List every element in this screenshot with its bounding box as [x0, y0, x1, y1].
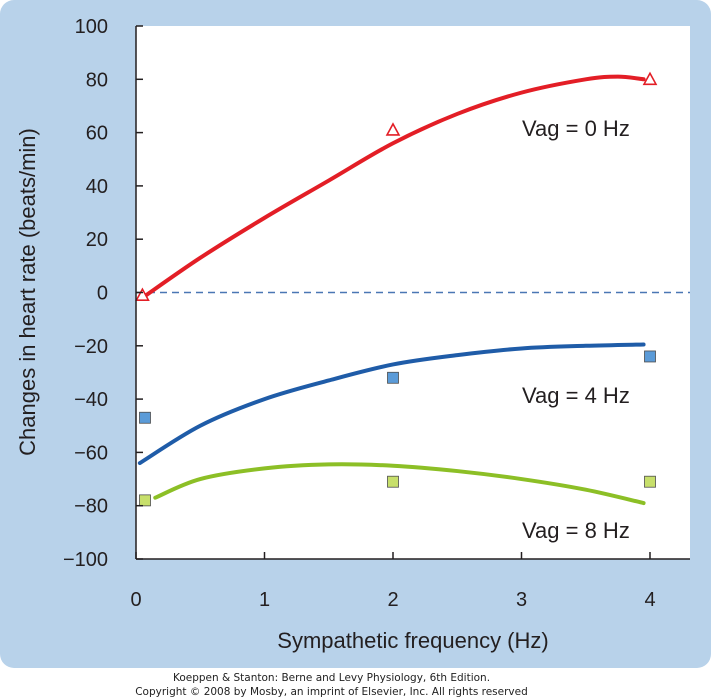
- x-tick-label: 2: [387, 589, 398, 611]
- data-point-vag-4-hz: [139, 411, 151, 424]
- x-tick-label: 1: [259, 589, 270, 611]
- series-label-vag-0: Vag = 0 Hz: [522, 116, 630, 141]
- x-axis-title: Sympathetic frequency (Hz): [277, 628, 548, 653]
- y-tick-label: −60: [74, 442, 108, 464]
- y-tick-label: −80: [74, 496, 108, 518]
- y-tick-label: 0: [97, 283, 108, 305]
- y-tick-label: 80: [86, 69, 108, 91]
- data-point-vag-8-hz: [644, 475, 656, 488]
- data-point-vag-8-hz: [139, 494, 151, 507]
- chart: 100 80 60 40 20 0 −20 −40 −60 −80 −100 0 1 2 3 4 Vag =…: [15, 16, 690, 653]
- x-tick-label: 0: [130, 589, 141, 611]
- y-tick-label: 60: [86, 123, 108, 145]
- figure-panel: 100 80 60 40 20 0 −20 −40 −60 −80 −100 0 1 2 3 4 Vag =…: [0, 0, 711, 668]
- fit-curve-vag-8-hz: [153, 462, 646, 506]
- data-point-vag-0-hz: [642, 71, 658, 86]
- y-tick-label: 20: [86, 229, 108, 251]
- data-point-vag-4-hz: [387, 371, 399, 384]
- credits-line-2: Copyright © 2008 by Mosby, an imprint of…: [135, 686, 528, 698]
- credits: Koeppen & Stanton: Berne and Levy Physio…: [0, 671, 711, 699]
- y-tick-label: −20: [74, 336, 108, 358]
- data-point-vag-4-hz: [644, 350, 656, 363]
- data-point-vag-8-hz: [387, 475, 399, 488]
- y-tick-label: −100: [63, 549, 108, 571]
- y-tick-label: 40: [86, 176, 108, 198]
- y-tick-label: −40: [74, 389, 108, 411]
- x-tick-label: 3: [516, 589, 527, 611]
- credits-line-1: Koeppen & Stanton: Berne and Levy Physio…: [172, 672, 491, 684]
- data-point-vag-0-hz: [135, 287, 150, 301]
- y-axis-title: Changes in heart rate (beats/min): [15, 128, 40, 456]
- series-label-vag-8: Vag = 8 Hz: [522, 518, 630, 543]
- fit-curve-vag-0-hz: [140, 74, 646, 300]
- data-point-vag-0-hz: [385, 122, 401, 136]
- y-tick-label: 100: [75, 16, 108, 38]
- fit-curve-vag-4-hz: [137, 342, 646, 466]
- series-label-vag-4: Vag = 4 Hz: [522, 383, 630, 408]
- x-tick-label: 4: [644, 589, 655, 611]
